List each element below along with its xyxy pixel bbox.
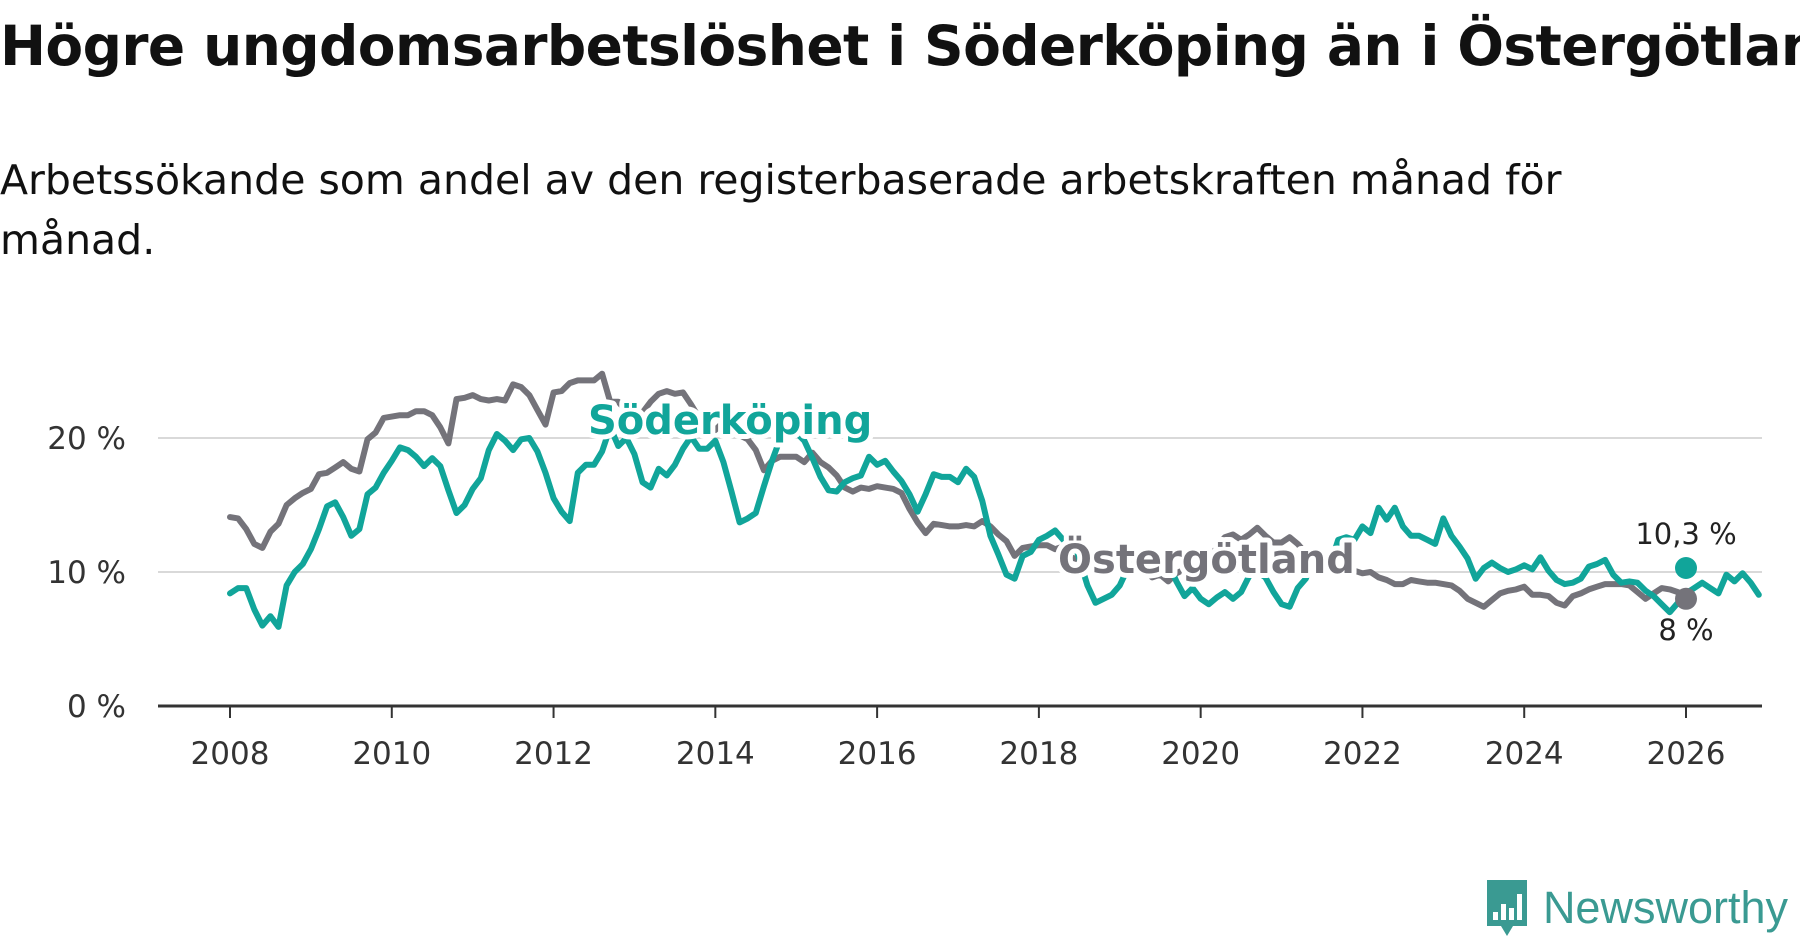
ostergotland-end-label: 8 % bbox=[1658, 613, 1713, 647]
series-labels: 10,3 % 8 % Söderköping Östergötland bbox=[583, 393, 1737, 647]
x-tick-label: 2016 bbox=[838, 736, 917, 772]
soderkoping-end-label: 10,3 % bbox=[1635, 517, 1736, 551]
y-tick-label: 10 % bbox=[47, 555, 126, 591]
x-tick-label: 2012 bbox=[514, 736, 593, 772]
newsworthy-logo: Newsworthy bbox=[1483, 868, 1788, 948]
x-axis: 0 % 10 % 20 % 2008 2010 2012 2014 2016 2018 2020 2… bbox=[47, 421, 1762, 772]
newsworthy-logo-text: Newsworthy bbox=[1542, 882, 1788, 933]
x-tick-label: 2010 bbox=[352, 736, 431, 772]
y-tick-label: 0 % bbox=[67, 689, 126, 725]
soderkoping-line bbox=[227, 424, 1762, 630]
soderkoping-series-label: Söderköping bbox=[588, 398, 872, 444]
x-tick-label: 2022 bbox=[1323, 736, 1402, 772]
soderkoping-end-marker bbox=[1675, 556, 1697, 579]
page-title: Högre ungdomsarbetslöshet i Söderköping … bbox=[0, 14, 1800, 78]
x-tick-label: 2014 bbox=[676, 736, 755, 772]
page-subtitle: Arbetssökande som andel av den registerb… bbox=[0, 156, 1562, 264]
x-tick-label: 2018 bbox=[999, 736, 1078, 772]
ostergotland-series-label: Östergötland bbox=[1058, 535, 1355, 583]
ostergotland-end-marker bbox=[1675, 587, 1697, 610]
y-tick-label: 20 % bbox=[47, 421, 126, 457]
x-tick-label: 2020 bbox=[1161, 736, 1240, 772]
grid-lines bbox=[158, 437, 1762, 573]
series-lines bbox=[227, 370, 1762, 630]
newsworthy-bar-chart-icon bbox=[1486, 880, 1527, 936]
x-tick-label: 2008 bbox=[191, 736, 270, 772]
ostergotland-line bbox=[227, 370, 1693, 610]
x-tick-label: 2026 bbox=[1647, 736, 1726, 772]
x-tick-label: 2024 bbox=[1485, 736, 1564, 772]
